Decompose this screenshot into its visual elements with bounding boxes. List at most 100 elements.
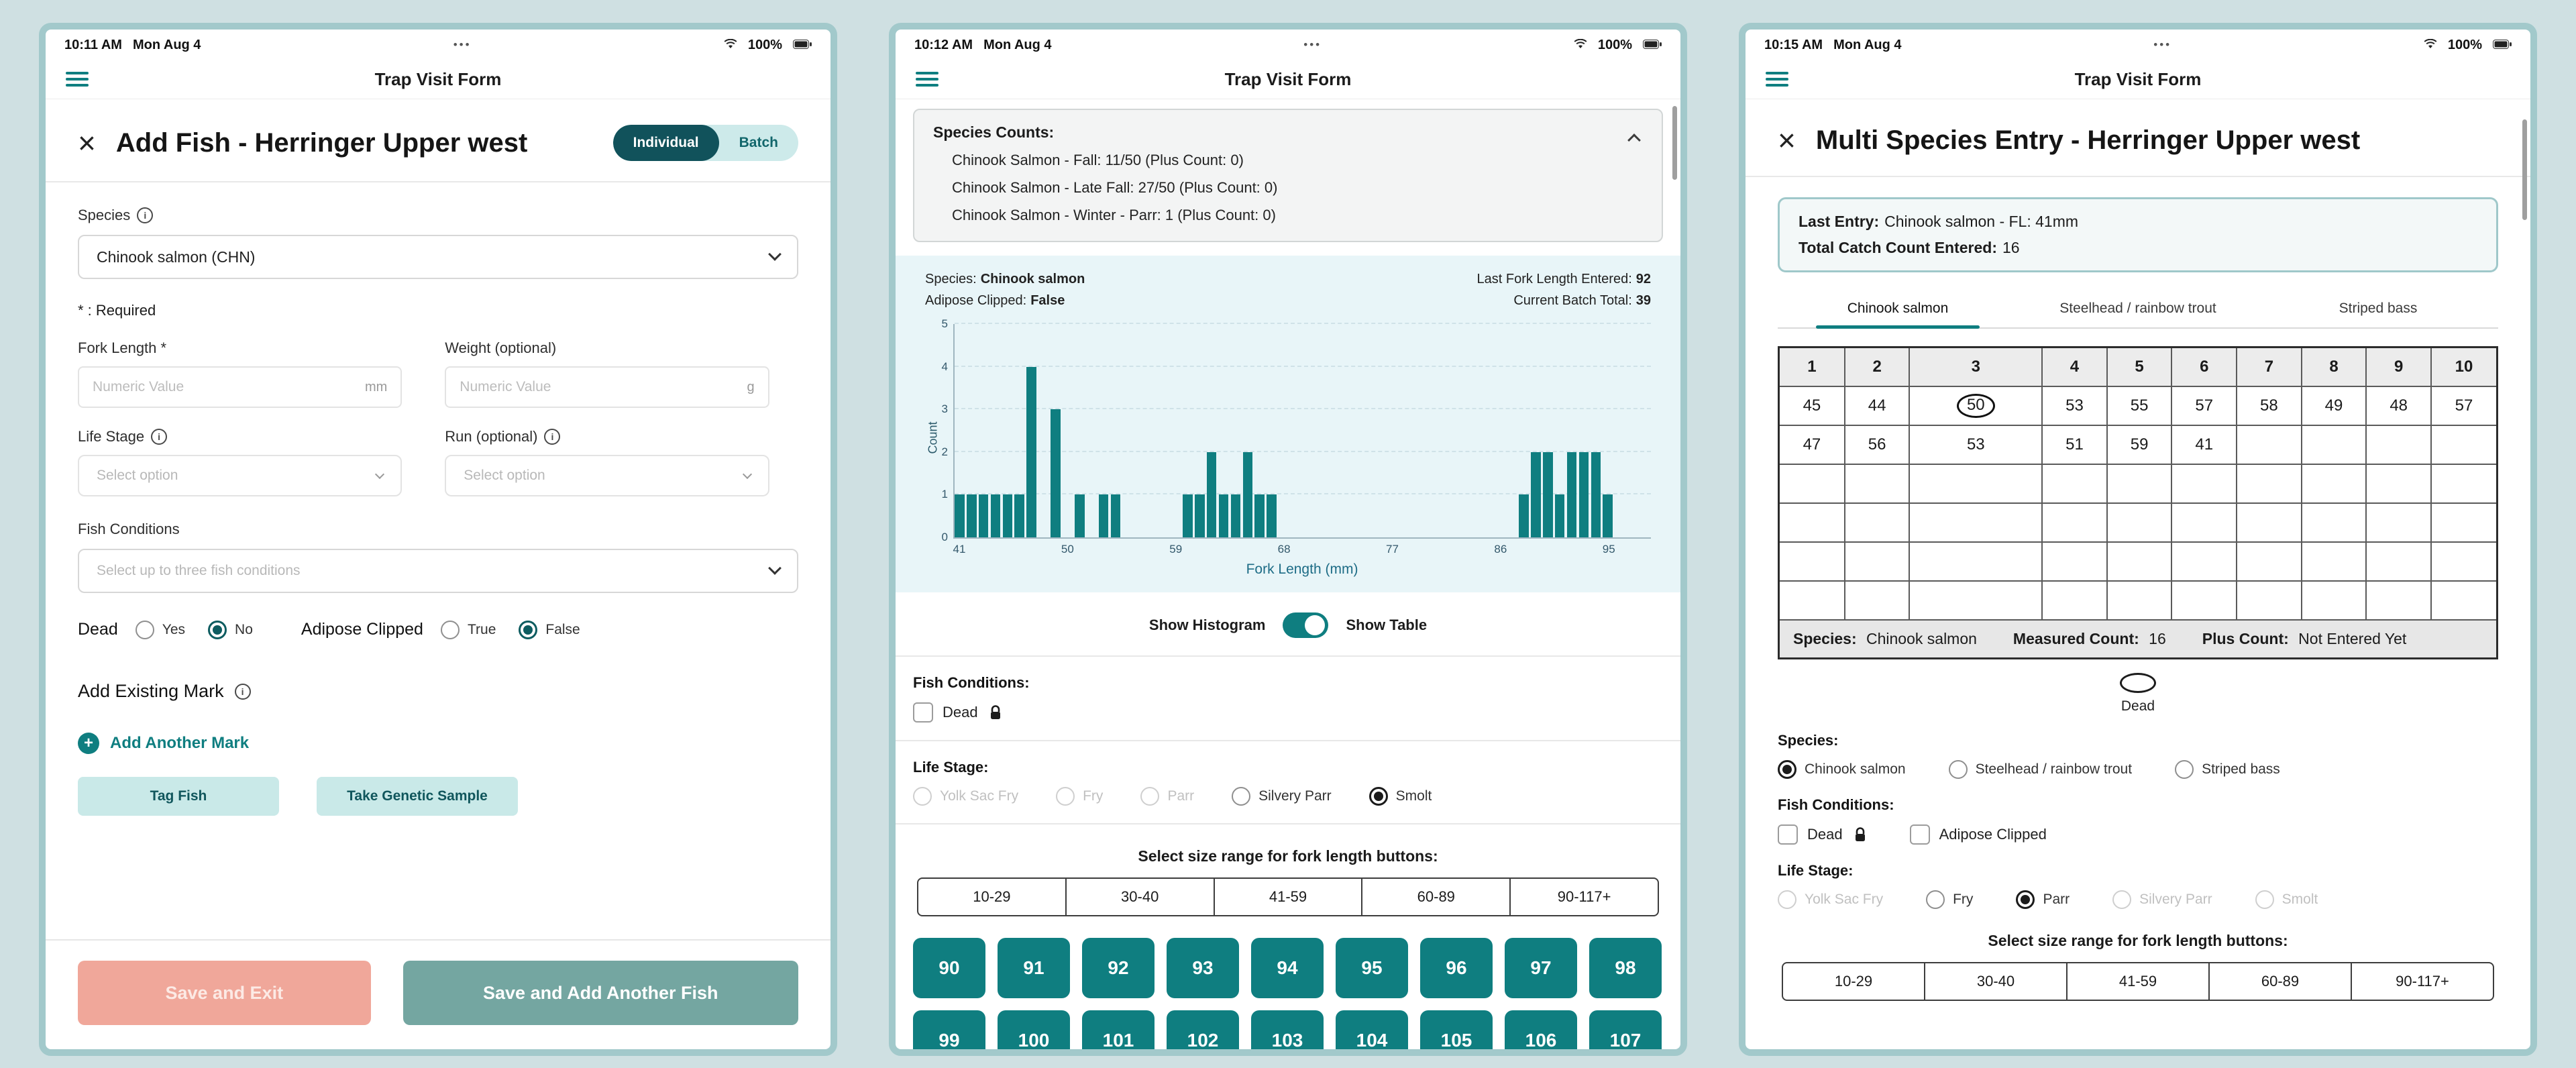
- fork-length-button-99[interactable]: 99: [913, 1010, 985, 1049]
- run-select[interactable]: Select option: [445, 455, 769, 496]
- grid-cell[interactable]: [1909, 502, 2043, 543]
- grid-cell[interactable]: [2300, 580, 2367, 621]
- grid-cell[interactable]: 53: [2041, 385, 2108, 426]
- grid-cell[interactable]: 59: [2106, 424, 2173, 465]
- radio-yes[interactable]: Yes: [135, 620, 185, 639]
- fork-length-button-105[interactable]: 105: [1420, 1010, 1493, 1049]
- grid-cell[interactable]: [2041, 580, 2108, 621]
- fork-length-button-97[interactable]: 97: [1505, 938, 1577, 998]
- size-range-41-59[interactable]: 41-59: [2066, 962, 2210, 1001]
- menu-icon[interactable]: [916, 72, 938, 89]
- grid-cell[interactable]: 50: [1909, 385, 2043, 426]
- radio-steelhead-rainbow-trout[interactable]: Steelhead / rainbow trout: [1948, 760, 2132, 779]
- grid-cell[interactable]: 55: [2106, 385, 2173, 426]
- grid-cell[interactable]: [1909, 463, 2043, 504]
- radio-circle[interactable]: [1926, 890, 1945, 909]
- grid-cell[interactable]: [1778, 463, 1845, 504]
- grid-cell[interactable]: [2236, 424, 2302, 465]
- grid-cell[interactable]: [2300, 502, 2367, 543]
- radio-circle[interactable]: [2255, 890, 2274, 909]
- grid-cell[interactable]: 45: [1778, 385, 1845, 426]
- info-icon[interactable]: i: [151, 429, 168, 445]
- fork-length-button-91[interactable]: 91: [998, 938, 1070, 998]
- weight-input[interactable]: Numeric Value g: [445, 366, 769, 408]
- checkbox-adipose-clipped[interactable]: Adipose Clipped: [1909, 824, 2047, 845]
- fork-length-button-102[interactable]: 102: [1167, 1010, 1239, 1049]
- info-icon[interactable]: i: [234, 683, 251, 700]
- radio-silvery-parr[interactable]: Silvery Parr: [2112, 890, 2212, 909]
- grid-cell[interactable]: [2300, 424, 2367, 465]
- add-another-mark-button[interactable]: + Add Another Mark: [78, 733, 798, 754]
- size-range-90-117[interactable]: 90-117+: [1509, 877, 1659, 916]
- size-range-30-40[interactable]: 30-40: [1065, 877, 1215, 916]
- size-range-60-89[interactable]: 60-89: [2208, 962, 2352, 1001]
- grid-cell[interactable]: [1778, 580, 1845, 621]
- radio-circle[interactable]: [440, 620, 460, 639]
- radio-circle[interactable]: [1232, 787, 1251, 806]
- grid-cell[interactable]: [2236, 541, 2302, 582]
- radio-circle[interactable]: [1948, 760, 1968, 779]
- fork-length-button-103[interactable]: 103: [1251, 1010, 1324, 1049]
- checkbox-dead[interactable]: Dead: [913, 702, 1002, 723]
- grid-cell[interactable]: 53: [1909, 424, 2043, 465]
- radio-true[interactable]: True: [440, 620, 496, 639]
- grid-cell[interactable]: 57: [2171, 385, 2238, 426]
- grid-cell[interactable]: [2365, 541, 2432, 582]
- grid-cell[interactable]: [2365, 463, 2432, 504]
- close-icon[interactable]: ×: [1778, 123, 1796, 158]
- grid-cell[interactable]: [2365, 580, 2432, 621]
- menu-icon[interactable]: [1766, 72, 1788, 89]
- tab-striped-bass[interactable]: Striped bass: [2339, 301, 2418, 316]
- grid-cell[interactable]: [2041, 502, 2108, 543]
- grid-cell[interactable]: [2171, 502, 2238, 543]
- grid-cell[interactable]: [1778, 502, 1845, 543]
- grid-cell[interactable]: [1843, 580, 1911, 621]
- grid-cell[interactable]: [2106, 541, 2173, 582]
- take-genetic-sample-button[interactable]: Take Genetic Sample: [317, 777, 518, 816]
- grid-cell[interactable]: [2236, 580, 2302, 621]
- radio-circle[interactable]: [2016, 890, 2035, 909]
- grid-cell[interactable]: 57: [2430, 385, 2498, 426]
- grid-cell[interactable]: [2236, 463, 2302, 504]
- fork-length-button-95[interactable]: 95: [1336, 938, 1408, 998]
- grid-cell[interactable]: [2236, 502, 2302, 543]
- grid-cell[interactable]: [2300, 463, 2367, 504]
- fork-length-button-107[interactable]: 107: [1589, 1010, 1662, 1049]
- radio-circle[interactable]: [913, 787, 932, 806]
- grid-cell[interactable]: [2171, 463, 2238, 504]
- radio-circle[interactable]: [1140, 787, 1160, 806]
- menu-icon[interactable]: [66, 72, 89, 89]
- radio-fry[interactable]: Fry: [1056, 787, 1103, 806]
- save-and-add-another-fish-button[interactable]: Save and Add Another Fish: [402, 961, 798, 1025]
- radio-yolk-sac-fry[interactable]: Yolk Sac Fry: [1778, 890, 1883, 909]
- grid-cell[interactable]: [2106, 502, 2173, 543]
- grid-cell[interactable]: 47: [1778, 424, 1845, 465]
- grid-cell[interactable]: 41: [2171, 424, 2238, 465]
- grid-cell[interactable]: [2365, 424, 2432, 465]
- fork-length-button-100[interactable]: 100: [998, 1010, 1070, 1049]
- radio-silvery-parr[interactable]: Silvery Parr: [1232, 787, 1332, 806]
- radio-false[interactable]: False: [519, 620, 580, 639]
- fork-length-button-101[interactable]: 101: [1082, 1010, 1155, 1049]
- fork-length-button-104[interactable]: 104: [1336, 1010, 1408, 1049]
- fork-length-button-96[interactable]: 96: [1420, 938, 1493, 998]
- size-range-60-89[interactable]: 60-89: [1361, 877, 1511, 916]
- radio-circle[interactable]: [519, 620, 538, 639]
- size-range-10-29[interactable]: 10-29: [1782, 962, 1925, 1001]
- grid-cell[interactable]: [1778, 541, 1845, 582]
- fork-length-button-93[interactable]: 93: [1167, 938, 1239, 998]
- tab-steelhead-rainbow-trout[interactable]: Steelhead / rainbow trout: [2059, 301, 2216, 316]
- grid-cell[interactable]: [1909, 580, 2043, 621]
- grid-cell[interactable]: 49: [2300, 385, 2367, 426]
- radio-parr[interactable]: Parr: [1140, 787, 1194, 806]
- fork-length-button-94[interactable]: 94: [1251, 938, 1324, 998]
- radio-yolk-sac-fry[interactable]: Yolk Sac Fry: [913, 787, 1018, 806]
- toggle-individual[interactable]: Individual: [612, 125, 719, 161]
- tab-chinook-salmon[interactable]: Chinook salmon: [1778, 291, 2018, 329]
- life-stage-select[interactable]: Select option: [78, 455, 402, 496]
- fish-conditions-select[interactable]: Select up to three fish conditions: [78, 549, 798, 593]
- radio-striped-bass[interactable]: Striped bass: [2175, 760, 2280, 779]
- radio-chinook-salmon[interactable]: Chinook salmon: [1778, 760, 1906, 779]
- checkbox-box[interactable]: [1778, 824, 1798, 845]
- size-range-90-117[interactable]: 90-117+: [2351, 962, 2494, 1001]
